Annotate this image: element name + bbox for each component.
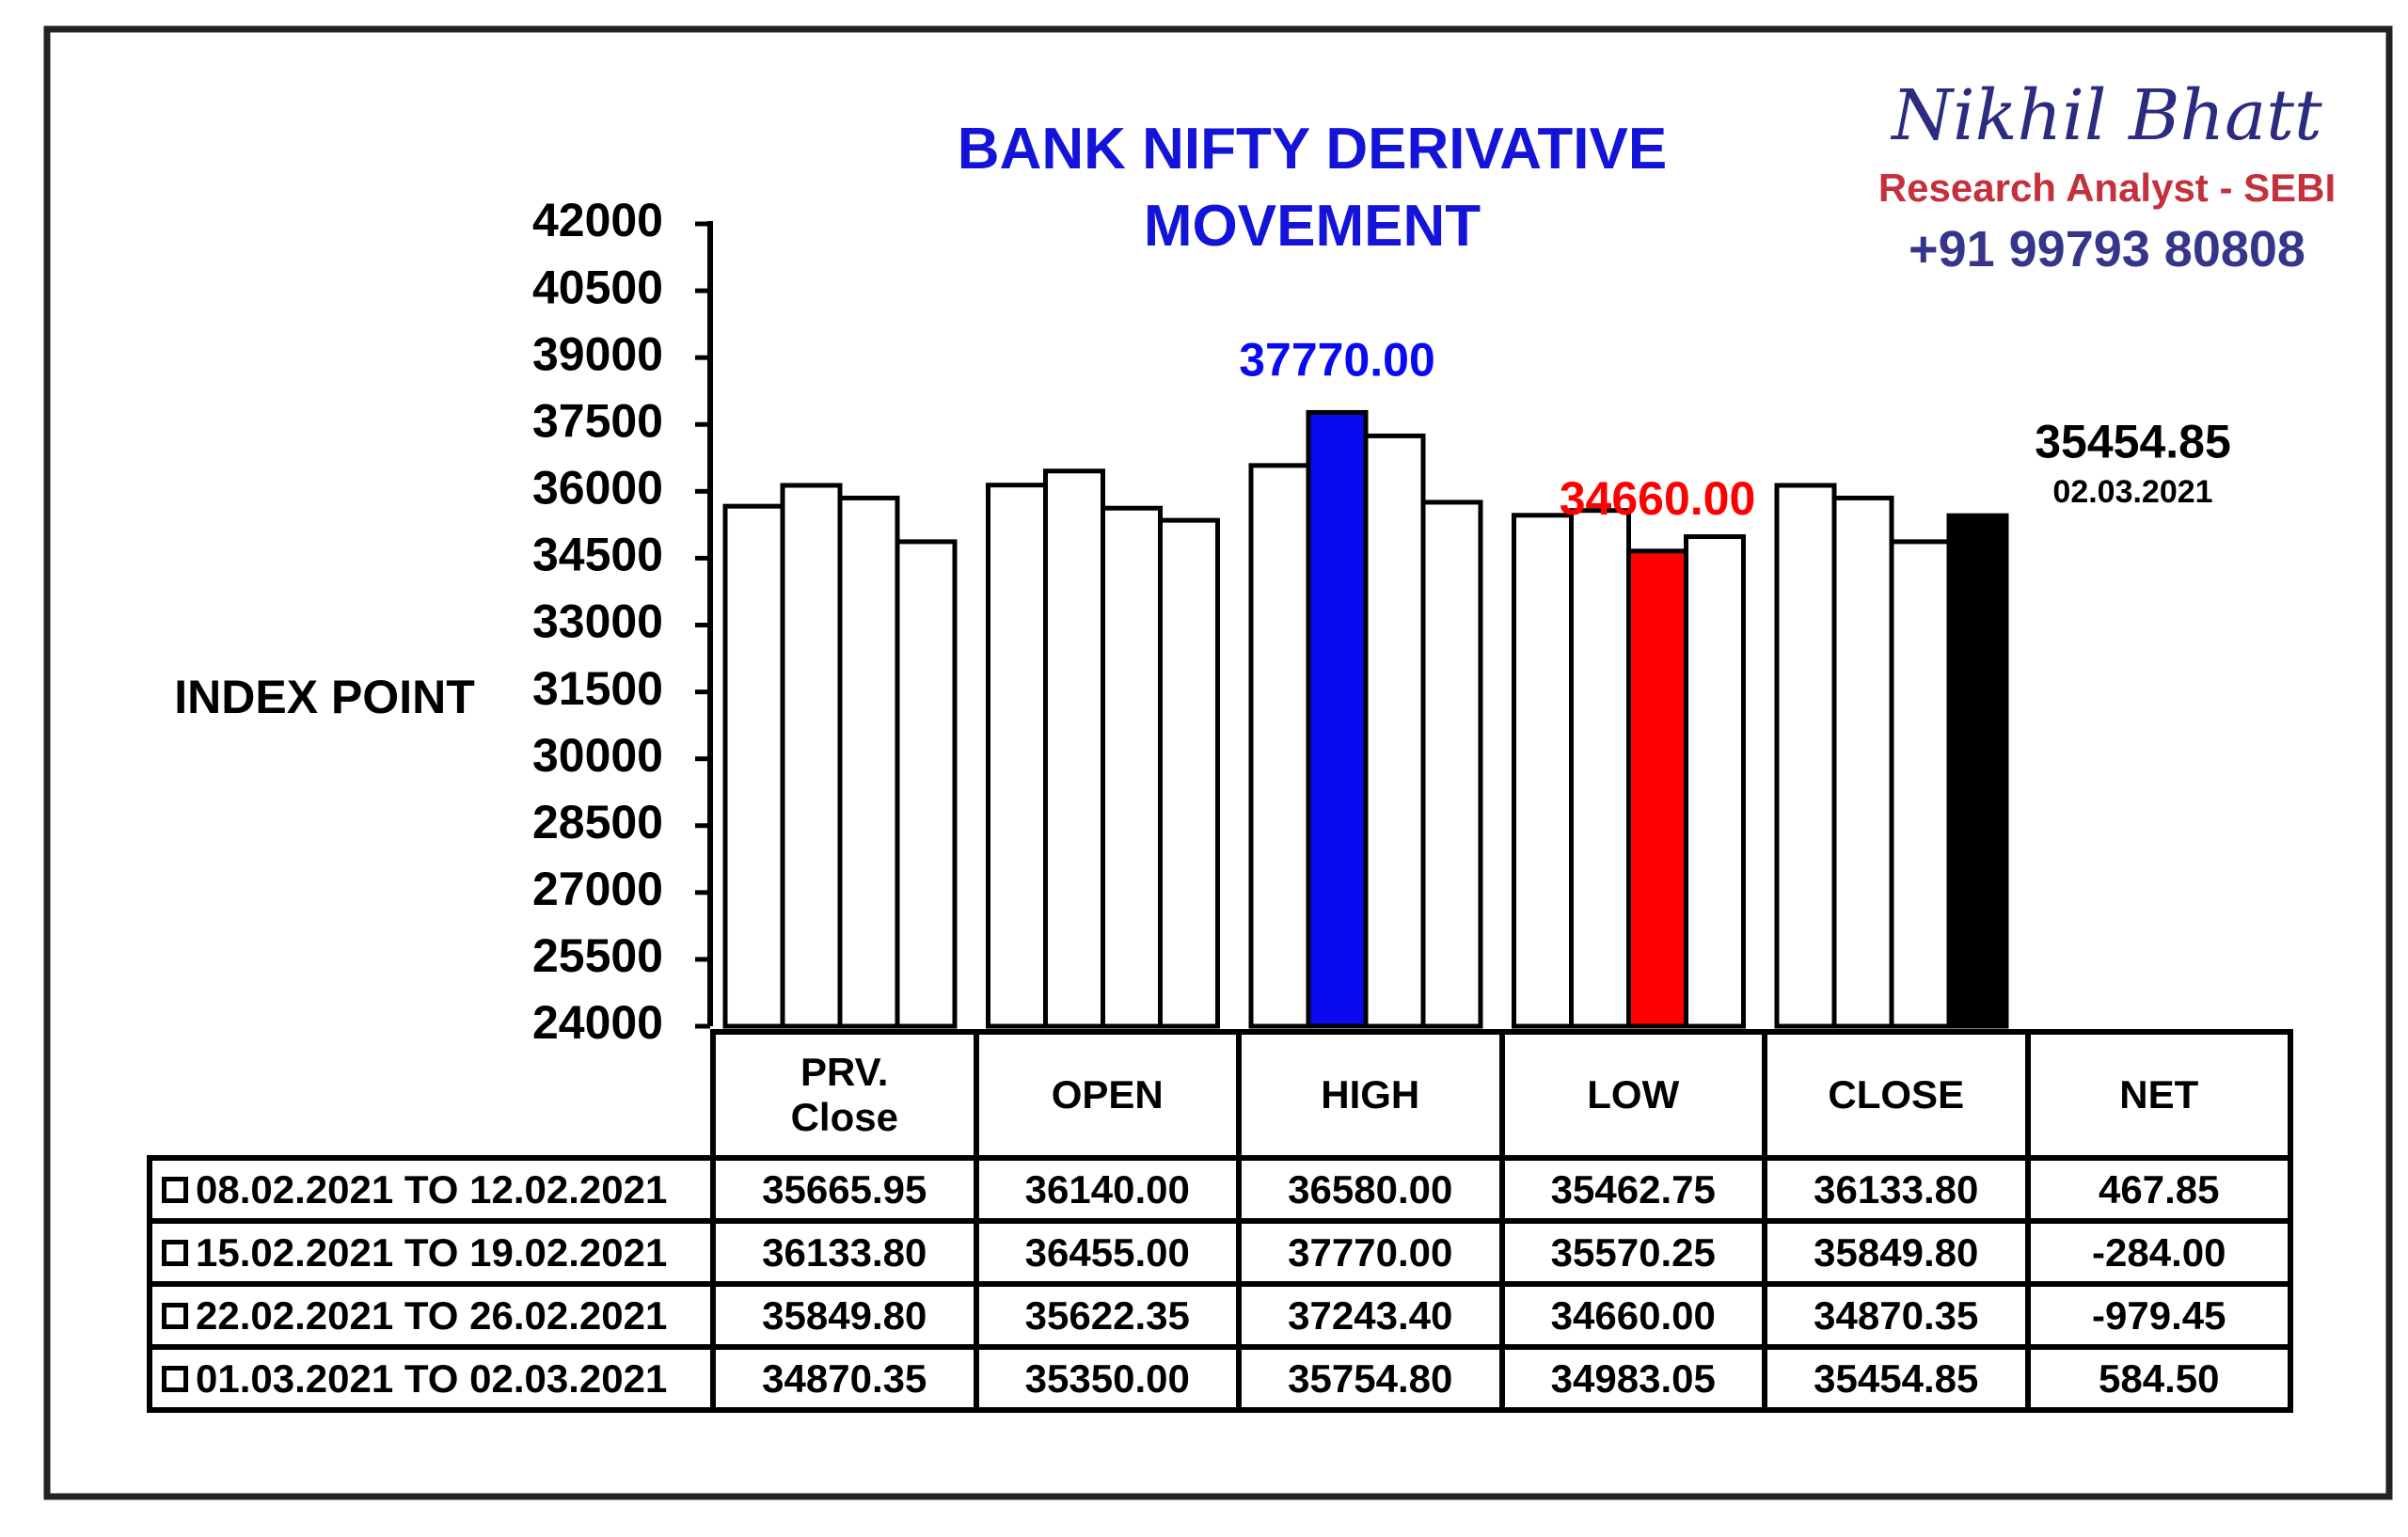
brand-name: Nikhil Bhatt: [1892, 75, 2322, 156]
table-cell: 37770.00: [1236, 1218, 1505, 1287]
table-cell: 35849.80: [710, 1281, 979, 1350]
bar: [1684, 534, 1746, 1029]
bar: [1101, 505, 1163, 1029]
bar: [722, 503, 785, 1029]
column-header: LOW: [1498, 1029, 1767, 1161]
row-header: 15.02.2021 TO 19.02.2021: [147, 1218, 716, 1287]
y-tick-label: 33000: [532, 595, 663, 648]
row-header: 08.02.2021 TO 12.02.2021: [147, 1155, 716, 1224]
bar: [1043, 468, 1105, 1029]
table-cell: 35462.75: [1498, 1155, 1767, 1224]
legend-label: 08.02.2021 TO 12.02.2021: [196, 1166, 668, 1212]
y-tick-label: 37500: [532, 394, 663, 447]
table-cell: 34870.35: [1762, 1281, 2031, 1350]
brand-phone: +91 99793 80808: [1909, 221, 2305, 277]
table-cell: 35622.35: [973, 1281, 1242, 1350]
y-tick-label: 30000: [532, 729, 663, 782]
bar: [1831, 495, 1894, 1029]
bar: [1158, 517, 1220, 1029]
frame: [43, 25, 2393, 1500]
value-label: 37770.00: [1239, 334, 1435, 387]
chart-title: BANK NIFTY DERIVATIVE MOVEMENT: [957, 117, 1668, 259]
table-cell: 34983.05: [1498, 1344, 1767, 1413]
table-cell: 34870.35: [710, 1344, 979, 1413]
legend-label: 22.02.2021 TO 26.02.2021: [196, 1292, 668, 1338]
legend-marker: [162, 1365, 188, 1392]
legend-label: 15.02.2021 TO 19.02.2021: [196, 1229, 668, 1275]
y-tick-label: 40500: [532, 261, 663, 313]
y-tick-label: 24000: [532, 996, 663, 1049]
brand-role: Research Analyst - SEBI: [1877, 166, 2337, 210]
table-cell: 467.85: [2024, 1155, 2293, 1224]
table-cell: 37243.40: [1236, 1281, 1505, 1350]
table-cell: 36140.00: [973, 1155, 1242, 1224]
table-cell: 35754.80: [1236, 1344, 1505, 1413]
bar: [780, 483, 843, 1029]
value-label: 35454.85: [2035, 415, 2231, 467]
legend-label: 01.03.2021 TO 02.03.2021: [196, 1355, 668, 1401]
table-cell: 35454.85: [1762, 1344, 2031, 1413]
column-header: CLOSE: [1762, 1029, 2031, 1161]
column-header: NET: [2024, 1029, 2293, 1161]
table-cell: 36133.80: [1762, 1155, 2031, 1224]
bar: [1306, 409, 1369, 1029]
bar: [1889, 539, 1952, 1029]
annotation: 02.03.2021: [2052, 474, 2212, 510]
table-cell: 584.50: [2024, 1344, 2293, 1413]
y-tick-label: 27000: [532, 863, 663, 915]
bar: [1626, 548, 1688, 1029]
bar: [1512, 513, 1574, 1029]
table-cell: 35849.80: [1762, 1218, 2031, 1287]
table-cell: -284.00: [2024, 1218, 2293, 1287]
bar: [986, 483, 1048, 1029]
value-label: 34660.00: [1560, 472, 1756, 525]
legend-marker: [162, 1239, 188, 1266]
table-cell: 34660.00: [1498, 1281, 1767, 1350]
column-header: PRV. Close: [710, 1029, 979, 1161]
table-cell: 36580.00: [1236, 1155, 1505, 1224]
legend-marker: [162, 1302, 188, 1329]
table-cell: 35665.95: [710, 1155, 979, 1224]
column-header: HIGH: [1236, 1029, 1505, 1161]
y-tick-label: 39000: [532, 327, 663, 380]
table-cell: 36455.00: [973, 1218, 1242, 1287]
bar: [1248, 463, 1311, 1029]
y-tick-label: 34500: [532, 529, 663, 581]
bar: [1420, 499, 1483, 1029]
y-tick-label: 25500: [532, 929, 663, 982]
bar: [837, 495, 900, 1029]
bar: [895, 539, 958, 1029]
y-tick-label: 42000: [532, 194, 663, 246]
bar: [1946, 513, 2009, 1029]
table-cell: 36133.80: [710, 1218, 979, 1287]
column-header: OPEN: [973, 1029, 1242, 1161]
y-axis-label: INDEX POINT: [174, 671, 474, 723]
y-tick-label: 31500: [532, 662, 663, 715]
y-tick-label: 28500: [532, 796, 663, 848]
table-cell: -979.45: [2024, 1281, 2293, 1350]
table-cell: 35350.00: [973, 1344, 1242, 1413]
row-header: 01.03.2021 TO 02.03.2021: [147, 1344, 716, 1413]
bar: [1774, 483, 1837, 1029]
row-header: 22.02.2021 TO 26.02.2021: [147, 1281, 716, 1350]
y-tick-label: 36000: [532, 462, 663, 515]
table-cell: 35570.25: [1498, 1218, 1767, 1287]
bar: [1363, 433, 1426, 1029]
bar: [1569, 508, 1631, 1029]
legend-marker: [162, 1176, 188, 1203]
